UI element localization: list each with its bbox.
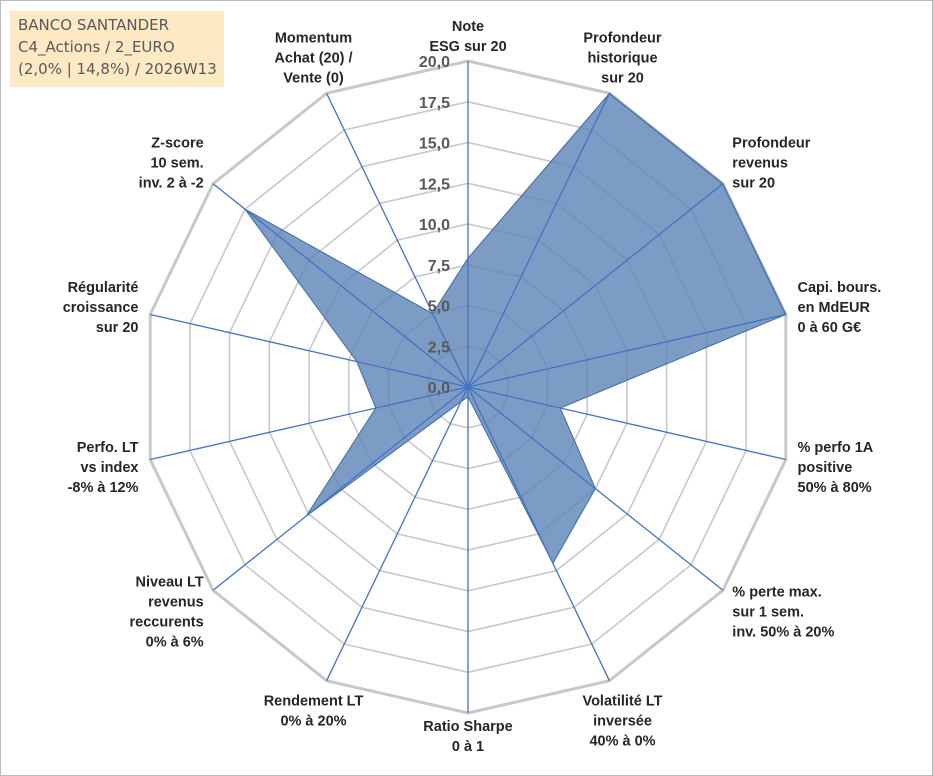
axis-spoke [467,386,610,681]
axis-label-line: en MdEUR [798,300,871,316]
axis-spoke [467,183,724,388]
axis-label-line: % perfo 1A [798,440,874,456]
axis-label-line: % perte max. [732,585,821,601]
axis-label: Momentum Achat (20) / Vente (0) [274,31,352,87]
tick-label: 7,5 [428,258,450,275]
axis-label-line: revenus [732,156,788,172]
axis-label-line: sur 1 sem. [732,605,804,621]
axis-label-line: sur 20 [601,71,644,87]
axis-label-line: Profondeur [583,31,661,47]
axis-label: % perfo 1A positive 50% à 80% [798,440,874,496]
axis-label-line: -8% à 12% [68,480,139,496]
axis-label-line: Perfo. LT [77,440,139,456]
tick-label: 15,0 [419,136,450,153]
axis-label-line: Achat (20) / [274,51,352,67]
axis-label: Profondeur historique sur 20 [583,31,661,87]
title-line-1: BANCO SANTANDER [18,16,170,34]
tick-label: 10,0 [419,217,450,234]
axis-label-line: Profondeur [732,136,810,152]
axis-spoke [467,386,724,591]
tick-label: 17,5 [419,95,450,112]
axis-label: Niveau LT revenus reccurents 0% à 6% [130,575,204,651]
axis-spoke [212,183,469,388]
axis-spoke [150,313,469,388]
axis-label-line: Rendement LT [264,694,364,710]
axis-label: Capi. bours. en MdEUR 0 à 60 G€ [798,280,882,336]
title-line-2: C4_Actions / 2_EURO [18,38,175,56]
axis-label-line: Momentum [275,31,352,47]
series-area [244,92,787,565]
axis-label: Ratio Sharpe 0 à 1 [423,719,512,755]
axis-label-line: Z-score [151,136,203,152]
axis-label-line: Ratio Sharpe [423,719,512,735]
axis-label-line: Niveau LT [135,575,203,591]
axis-label-line: ESG sur 20 [429,39,506,55]
axis-label-line: positive [798,460,853,476]
axis-label-line: reccurents [130,615,204,631]
axis-label: Régularité croissance sur 20 [63,280,139,336]
axis-label-line: sur 20 [96,320,139,336]
tick-label: 0,0 [428,380,450,397]
axis-label: Z-score 10 sem. inv. 2 à -2 [139,136,204,192]
axis-label: Volatilité LT inversée 40% à 0% [582,694,662,750]
axis-label: Note ESG sur 20 [429,19,506,55]
axis-label: Profondeur revenus sur 20 [732,136,810,192]
axis-label-line: 40% à 0% [589,734,655,750]
axis-label-line: croissance [63,300,139,316]
axis-spoke [467,93,610,388]
axis-spoke [212,386,469,591]
axis-label-line: 0% à 6% [146,635,204,651]
axis-spoke [326,93,469,388]
axis-label-line: inv. 50% à 20% [732,625,834,641]
axis-label-line: inv. 2 à -2 [139,176,204,192]
axis-label-line: revenus [148,595,204,611]
tick-label: 12,5 [419,176,450,193]
axis-label-line: 10 sem. [150,156,203,172]
axis-label: Perfo. LT vs index -8% à 12% [68,440,139,496]
axis-label: % perte max. sur 1 sem. inv. 50% à 20% [732,585,834,641]
axis-label: Rendement LT 0% à 20% [264,694,364,730]
axis-spoke [467,386,786,461]
axis-label-line: Note [452,19,484,35]
axis-label-line: Vente (0) [283,71,344,87]
axis-label-line: vs index [80,460,138,476]
axis-label-line: 0 à 1 [452,739,484,755]
axis-label-line: 50% à 80% [798,480,872,496]
axis-label-line: Volatilité LT [582,694,662,710]
axis-label-line: Capi. bours. [798,280,882,296]
axis-spoke [150,386,469,461]
axis-label-line: Régularité [68,280,139,296]
title-box: BANCO SANTANDER C4_Actions / 2_EURO (2,0… [10,11,224,87]
tick-label: 5,0 [428,299,450,316]
axis-label-line: 0% à 20% [280,714,346,730]
title-line-3: (2,0% | 14,8%) / 2026W13 [18,60,217,78]
axis-label-line: sur 20 [732,176,775,192]
axis-spoke [326,386,469,681]
axis-label-line: historique [587,51,657,67]
axis-spoke [467,313,786,388]
axis-label-line: inversée [593,714,652,730]
tick-label: 20,0 [419,54,450,71]
tick-label: 2,5 [428,339,450,356]
axis-label-line: 0 à 60 G€ [798,320,862,336]
